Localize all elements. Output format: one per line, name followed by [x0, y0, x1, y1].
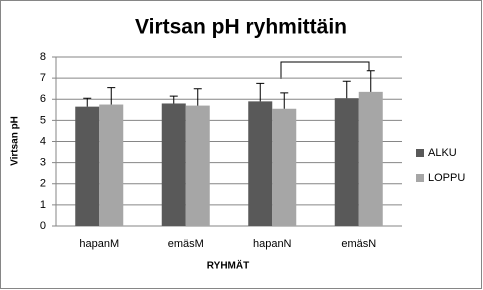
legend-label: LOPPU [428, 172, 465, 184]
y-tick-label: 5 [40, 114, 46, 126]
error-bar [193, 88, 202, 106]
error-bar [342, 80, 351, 99]
y-tick-label: 1 [40, 199, 46, 211]
y-tick-label: 7 [40, 72, 46, 84]
y-tick-label: 2 [40, 178, 46, 190]
y-tick-label: 3 [40, 157, 46, 169]
significance-bracket [280, 61, 370, 79]
error-bar [107, 87, 116, 105]
y-tick-label: 4 [40, 135, 46, 147]
legend-swatch [416, 149, 424, 157]
y-axis-label: Virtsan pH [10, 116, 21, 166]
x-tick-label: hapanN [253, 238, 292, 250]
error-bar [366, 70, 375, 92]
bar [185, 105, 210, 226]
chart-title: Virtsan pH ryhmittäin [135, 16, 347, 39]
x-axis-label: RYHMÄT [207, 259, 249, 272]
bar [272, 108, 297, 226]
y-tick-label: 0 [40, 220, 46, 232]
bar [75, 106, 100, 226]
legend-label: ALKU [428, 147, 457, 159]
y-tick-label: 8 [40, 51, 46, 63]
bar [99, 104, 124, 226]
error-bar [83, 97, 92, 107]
error-bar [280, 92, 289, 109]
error-bar [256, 82, 265, 102]
bar [334, 98, 359, 226]
legend-swatch [416, 174, 424, 182]
error-bar [169, 95, 178, 104]
y-tick-label: 6 [40, 93, 46, 105]
bar [161, 103, 186, 226]
bar [358, 91, 383, 226]
x-tick-label: emäsM [168, 238, 204, 250]
x-tick-label: hapanM [79, 238, 119, 250]
bar [248, 101, 273, 226]
x-tick-label: emäsN [341, 238, 376, 250]
